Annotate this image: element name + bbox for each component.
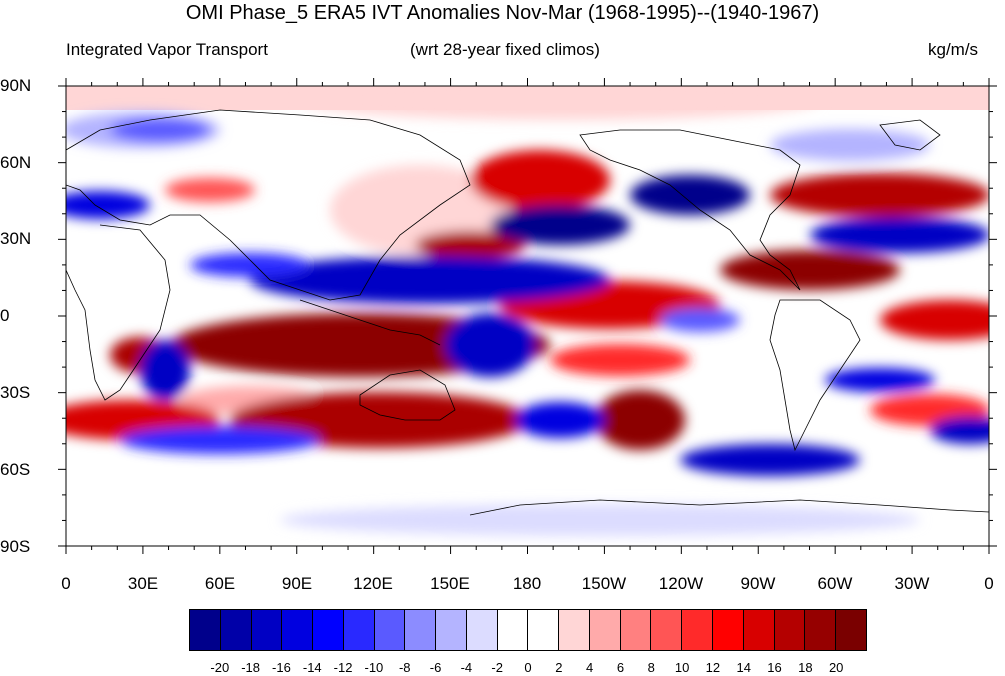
lon-label-90w: 90W bbox=[740, 574, 776, 593]
colorbar-label: -14 bbox=[302, 660, 322, 675]
lat-label-60s: 60S bbox=[0, 460, 31, 479]
colorbar-swatch bbox=[374, 610, 406, 650]
colorbar-label: 4 bbox=[586, 660, 594, 675]
coastlines bbox=[66, 109, 989, 516]
colorbar-swatch bbox=[251, 610, 283, 650]
colorbar-label: -2 bbox=[491, 660, 503, 675]
center-string: (wrt 28-year fixed climos) bbox=[410, 40, 600, 59]
lon-label-120e: 120E bbox=[353, 574, 393, 593]
colorbar-label: -12 bbox=[333, 660, 353, 675]
lon-label-150w: 150W bbox=[581, 574, 627, 593]
lon-label-60e: 60E bbox=[204, 574, 236, 593]
lon-label-60w: 60W bbox=[817, 574, 853, 593]
colorbar-label: -16 bbox=[272, 660, 291, 675]
colorbar-swatch bbox=[682, 610, 714, 650]
colorbar-swatch bbox=[190, 610, 221, 650]
colorbar-swatch bbox=[651, 610, 683, 650]
lon-label-150e: 150E bbox=[430, 574, 470, 593]
lon-label-30w: 30W bbox=[894, 574, 930, 593]
map-title: OMI Phase_5 ERA5 IVT Anomalies Nov-Mar (… bbox=[185, 2, 820, 24]
colorbar-label: -18 bbox=[241, 660, 261, 675]
colorbar-label: 14 bbox=[736, 660, 751, 675]
colorbar-swatch bbox=[466, 610, 498, 650]
lon-label-0-east: 0 bbox=[984, 574, 994, 593]
colorbar-label: 0 bbox=[524, 660, 532, 675]
colorbar-swatch bbox=[713, 610, 744, 650]
units-string: kg/m/s bbox=[928, 40, 979, 59]
colorbar-swatch bbox=[436, 610, 467, 650]
axis-ticks bbox=[58, 78, 997, 554]
colorbar-label: -6 bbox=[429, 660, 442, 675]
colorbar-label: 16 bbox=[767, 660, 782, 675]
lat-label-30s: 30S bbox=[0, 383, 31, 402]
colorbar-label: -8 bbox=[398, 660, 411, 675]
left-string: Integrated Vapor Transport bbox=[66, 40, 268, 59]
lon-label-0: 0 bbox=[61, 574, 71, 593]
colorbar-swatch bbox=[589, 610, 621, 650]
colorbar-swatch bbox=[559, 610, 590, 650]
colorbar-swatch bbox=[620, 610, 652, 650]
colorbar-label: 18 bbox=[798, 660, 813, 675]
lat-label-eq: 0 bbox=[0, 306, 10, 325]
colorbar-swatch bbox=[805, 610, 837, 650]
colorbar-swatch bbox=[528, 610, 560, 650]
anomaly-field bbox=[66, 86, 989, 546]
lon-label-120w: 120W bbox=[658, 574, 704, 593]
colorbar-label: 8 bbox=[647, 660, 655, 675]
colorbar-label: 6 bbox=[616, 660, 625, 675]
colorbar-swatch bbox=[497, 610, 529, 650]
colorbar-label: -20 bbox=[210, 660, 230, 675]
colorbar-swatch bbox=[220, 610, 252, 650]
colorbar-swatch bbox=[282, 610, 314, 650]
colorbar-swatch bbox=[405, 610, 437, 650]
colorbar-label: 10 bbox=[674, 660, 690, 675]
lat-label-30n: 30N bbox=[0, 229, 32, 248]
lon-label-90e: 90E bbox=[281, 574, 313, 593]
colorbar bbox=[189, 609, 867, 651]
colorbar-label: 20 bbox=[828, 660, 844, 675]
colorbar-swatch bbox=[774, 610, 806, 650]
lat-label-90n: 90N bbox=[0, 76, 32, 95]
colorbar-label: -4 bbox=[460, 660, 473, 675]
lon-label-180: 180 bbox=[512, 574, 542, 593]
colorbar-swatch bbox=[836, 610, 866, 650]
colorbar-swatch bbox=[743, 610, 775, 650]
colorbar-swatch bbox=[343, 610, 375, 650]
colorbar-swatch bbox=[313, 610, 344, 650]
colorbar-label: 12 bbox=[705, 660, 721, 675]
colorbar-label: -10 bbox=[364, 660, 384, 675]
lon-label-30e: 30E bbox=[127, 574, 159, 593]
colorbar-label: 2 bbox=[555, 660, 563, 675]
lat-label-60n: 60N bbox=[0, 153, 32, 172]
lat-label-90s: 90S bbox=[0, 537, 31, 556]
